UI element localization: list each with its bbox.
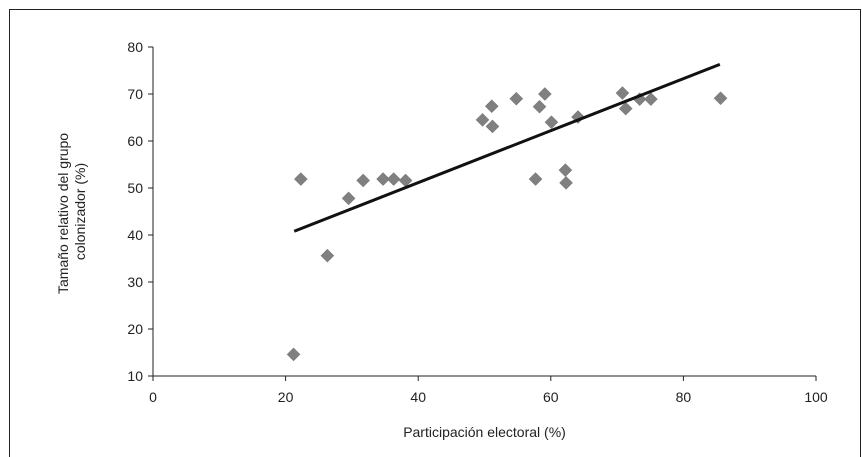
- data-point: [537, 87, 552, 101]
- chart-frame: [9, 9, 861, 457]
- y-tick-label: 50: [127, 180, 143, 196]
- data-point: [615, 86, 630, 100]
- x-tick-label: 20: [278, 389, 294, 405]
- data-point: [644, 92, 658, 107]
- trendline: [293, 62, 721, 233]
- y-axis-label-line-2: colonizador (%): [72, 163, 88, 260]
- y-axis-label-line-1: Tamaño relativo del grupo: [55, 133, 71, 294]
- x-tick-label: 40: [410, 389, 426, 405]
- x-tick-label: 100: [804, 389, 828, 405]
- data-point: [341, 191, 356, 206]
- data-point: [475, 112, 490, 127]
- data-point: [532, 99, 547, 114]
- data-point: [484, 99, 499, 114]
- x-tick-label: 60: [543, 389, 559, 405]
- data-point: [544, 115, 559, 130]
- data-point: [528, 172, 543, 186]
- data-point: [376, 172, 390, 186]
- y-tick-label: 60: [127, 133, 143, 149]
- y-tick-label: 20: [127, 321, 143, 337]
- data-point: [320, 248, 335, 263]
- data-point: [485, 119, 500, 134]
- x-tick-label: 80: [676, 389, 692, 405]
- y-tick-label: 10: [127, 368, 143, 384]
- y-tick-label: 80: [127, 39, 143, 55]
- y-tick-label: 70: [127, 86, 143, 102]
- trendline-group: [293, 62, 721, 233]
- x-axis-label: Participación electoral (%): [403, 424, 566, 440]
- y-tick-label: 30: [127, 274, 143, 290]
- data-point: [713, 91, 728, 106]
- y-axis-label: Tamaño relativo del grupo colonizador (%…: [55, 129, 88, 294]
- data-point: [618, 101, 633, 116]
- data-point: [286, 347, 301, 362]
- y-tick-label: 40: [127, 227, 143, 243]
- data-point: [509, 91, 524, 106]
- x-tick-label: 0: [149, 389, 157, 405]
- data-points: [286, 86, 728, 362]
- data-point: [386, 172, 401, 186]
- axes: 0 20 40 60 80 100 10 20 30 40 50 60 70 80: [127, 39, 827, 405]
- data-point: [558, 163, 573, 177]
- data-point: [356, 173, 371, 188]
- data-point: [293, 172, 308, 186]
- data-point: [559, 175, 573, 190]
